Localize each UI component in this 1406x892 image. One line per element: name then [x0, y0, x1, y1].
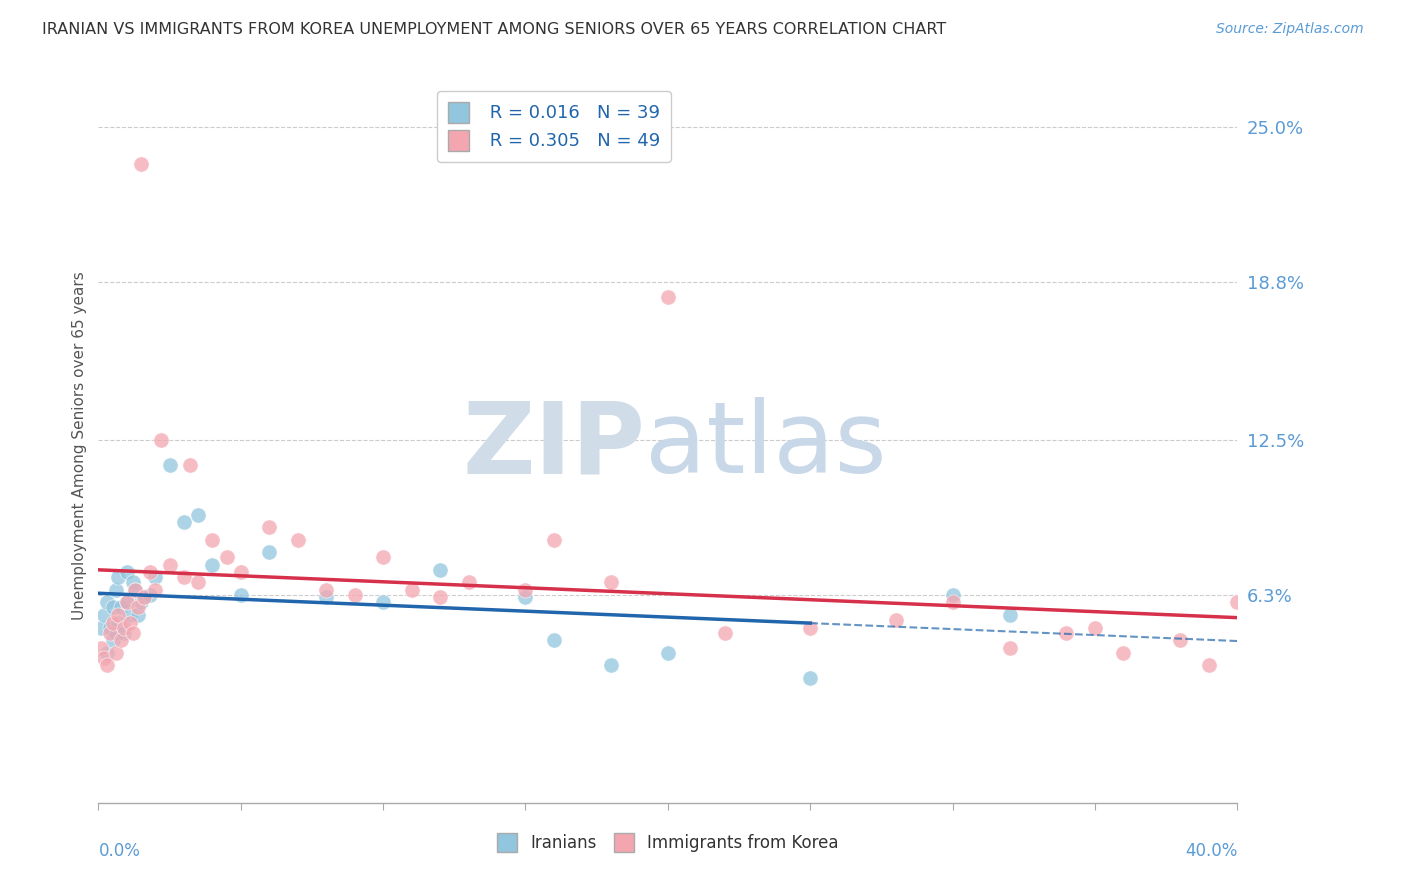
- Point: [657, 646, 679, 660]
- Point: [215, 550, 238, 565]
- Point: [115, 595, 138, 609]
- Point: [121, 625, 143, 640]
- Point: [110, 600, 132, 615]
- Point: [429, 591, 451, 605]
- Point: [799, 621, 821, 635]
- Point: [1056, 625, 1078, 640]
- Point: [187, 575, 209, 590]
- Point: [229, 588, 252, 602]
- Point: [179, 458, 201, 472]
- Point: [127, 600, 149, 615]
- Point: [1112, 646, 1135, 660]
- Point: [98, 625, 121, 640]
- Point: [127, 607, 149, 622]
- Point: [159, 458, 181, 472]
- Point: [121, 575, 143, 590]
- Point: [118, 615, 141, 630]
- Point: [315, 582, 337, 597]
- Point: [315, 591, 337, 605]
- Point: [799, 671, 821, 685]
- Point: [287, 533, 309, 547]
- Point: [124, 582, 146, 597]
- Point: [373, 550, 395, 565]
- Point: [1084, 621, 1107, 635]
- Point: [145, 582, 167, 597]
- Point: [115, 595, 138, 609]
- Point: [429, 563, 451, 577]
- Point: [187, 508, 209, 522]
- Text: ZIP: ZIP: [463, 398, 645, 494]
- Point: [543, 533, 565, 547]
- Point: [107, 615, 129, 630]
- Point: [96, 595, 118, 609]
- Point: [93, 607, 115, 622]
- Point: [98, 621, 121, 635]
- Point: [515, 582, 537, 597]
- Point: [107, 607, 129, 622]
- Point: [138, 588, 160, 602]
- Point: [259, 545, 281, 559]
- Point: [93, 650, 115, 665]
- Point: [96, 658, 118, 673]
- Point: [229, 566, 252, 580]
- Point: [90, 621, 112, 635]
- Text: Source: ZipAtlas.com: Source: ZipAtlas.com: [1216, 22, 1364, 37]
- Point: [104, 625, 127, 640]
- Point: [201, 558, 224, 572]
- Point: [150, 433, 173, 447]
- Point: [112, 625, 135, 640]
- Point: [942, 588, 965, 602]
- Point: [457, 575, 479, 590]
- Point: [101, 615, 124, 630]
- Point: [132, 591, 155, 605]
- Point: [998, 607, 1021, 622]
- Point: [107, 570, 129, 584]
- Point: [129, 595, 152, 609]
- Text: atlas: atlas: [645, 398, 887, 494]
- Point: [132, 591, 155, 605]
- Point: [96, 646, 118, 660]
- Text: 0.0%: 0.0%: [98, 842, 141, 860]
- Point: [101, 633, 124, 648]
- Point: [657, 290, 679, 304]
- Point: [173, 516, 195, 530]
- Point: [600, 575, 623, 590]
- Point: [90, 640, 112, 655]
- Point: [138, 566, 160, 580]
- Point: [373, 595, 395, 609]
- Point: [112, 621, 135, 635]
- Point: [118, 607, 141, 622]
- Point: [343, 588, 366, 602]
- Point: [1170, 633, 1192, 648]
- Point: [201, 533, 224, 547]
- Point: [104, 646, 127, 660]
- Point: [1198, 658, 1220, 673]
- Y-axis label: Unemployment Among Seniors over 65 years: Unemployment Among Seniors over 65 years: [72, 272, 87, 620]
- Point: [145, 570, 167, 584]
- Point: [714, 625, 737, 640]
- Point: [104, 582, 127, 597]
- Point: [124, 582, 146, 597]
- Point: [115, 566, 138, 580]
- Point: [401, 582, 423, 597]
- Point: [259, 520, 281, 534]
- Text: IRANIAN VS IMMIGRANTS FROM KOREA UNEMPLOYMENT AMONG SENIORS OVER 65 YEARS CORREL: IRANIAN VS IMMIGRANTS FROM KOREA UNEMPLO…: [42, 22, 946, 37]
- Point: [515, 591, 537, 605]
- Legend: Iranians, Immigrants from Korea: Iranians, Immigrants from Korea: [491, 826, 845, 859]
- Point: [942, 595, 965, 609]
- Point: [600, 658, 623, 673]
- Point: [110, 633, 132, 648]
- Point: [884, 613, 907, 627]
- Point: [1226, 595, 1249, 609]
- Point: [173, 570, 195, 584]
- Point: [101, 600, 124, 615]
- Point: [129, 157, 152, 171]
- Point: [998, 640, 1021, 655]
- Point: [159, 558, 181, 572]
- Text: 40.0%: 40.0%: [1185, 842, 1237, 860]
- Point: [543, 633, 565, 648]
